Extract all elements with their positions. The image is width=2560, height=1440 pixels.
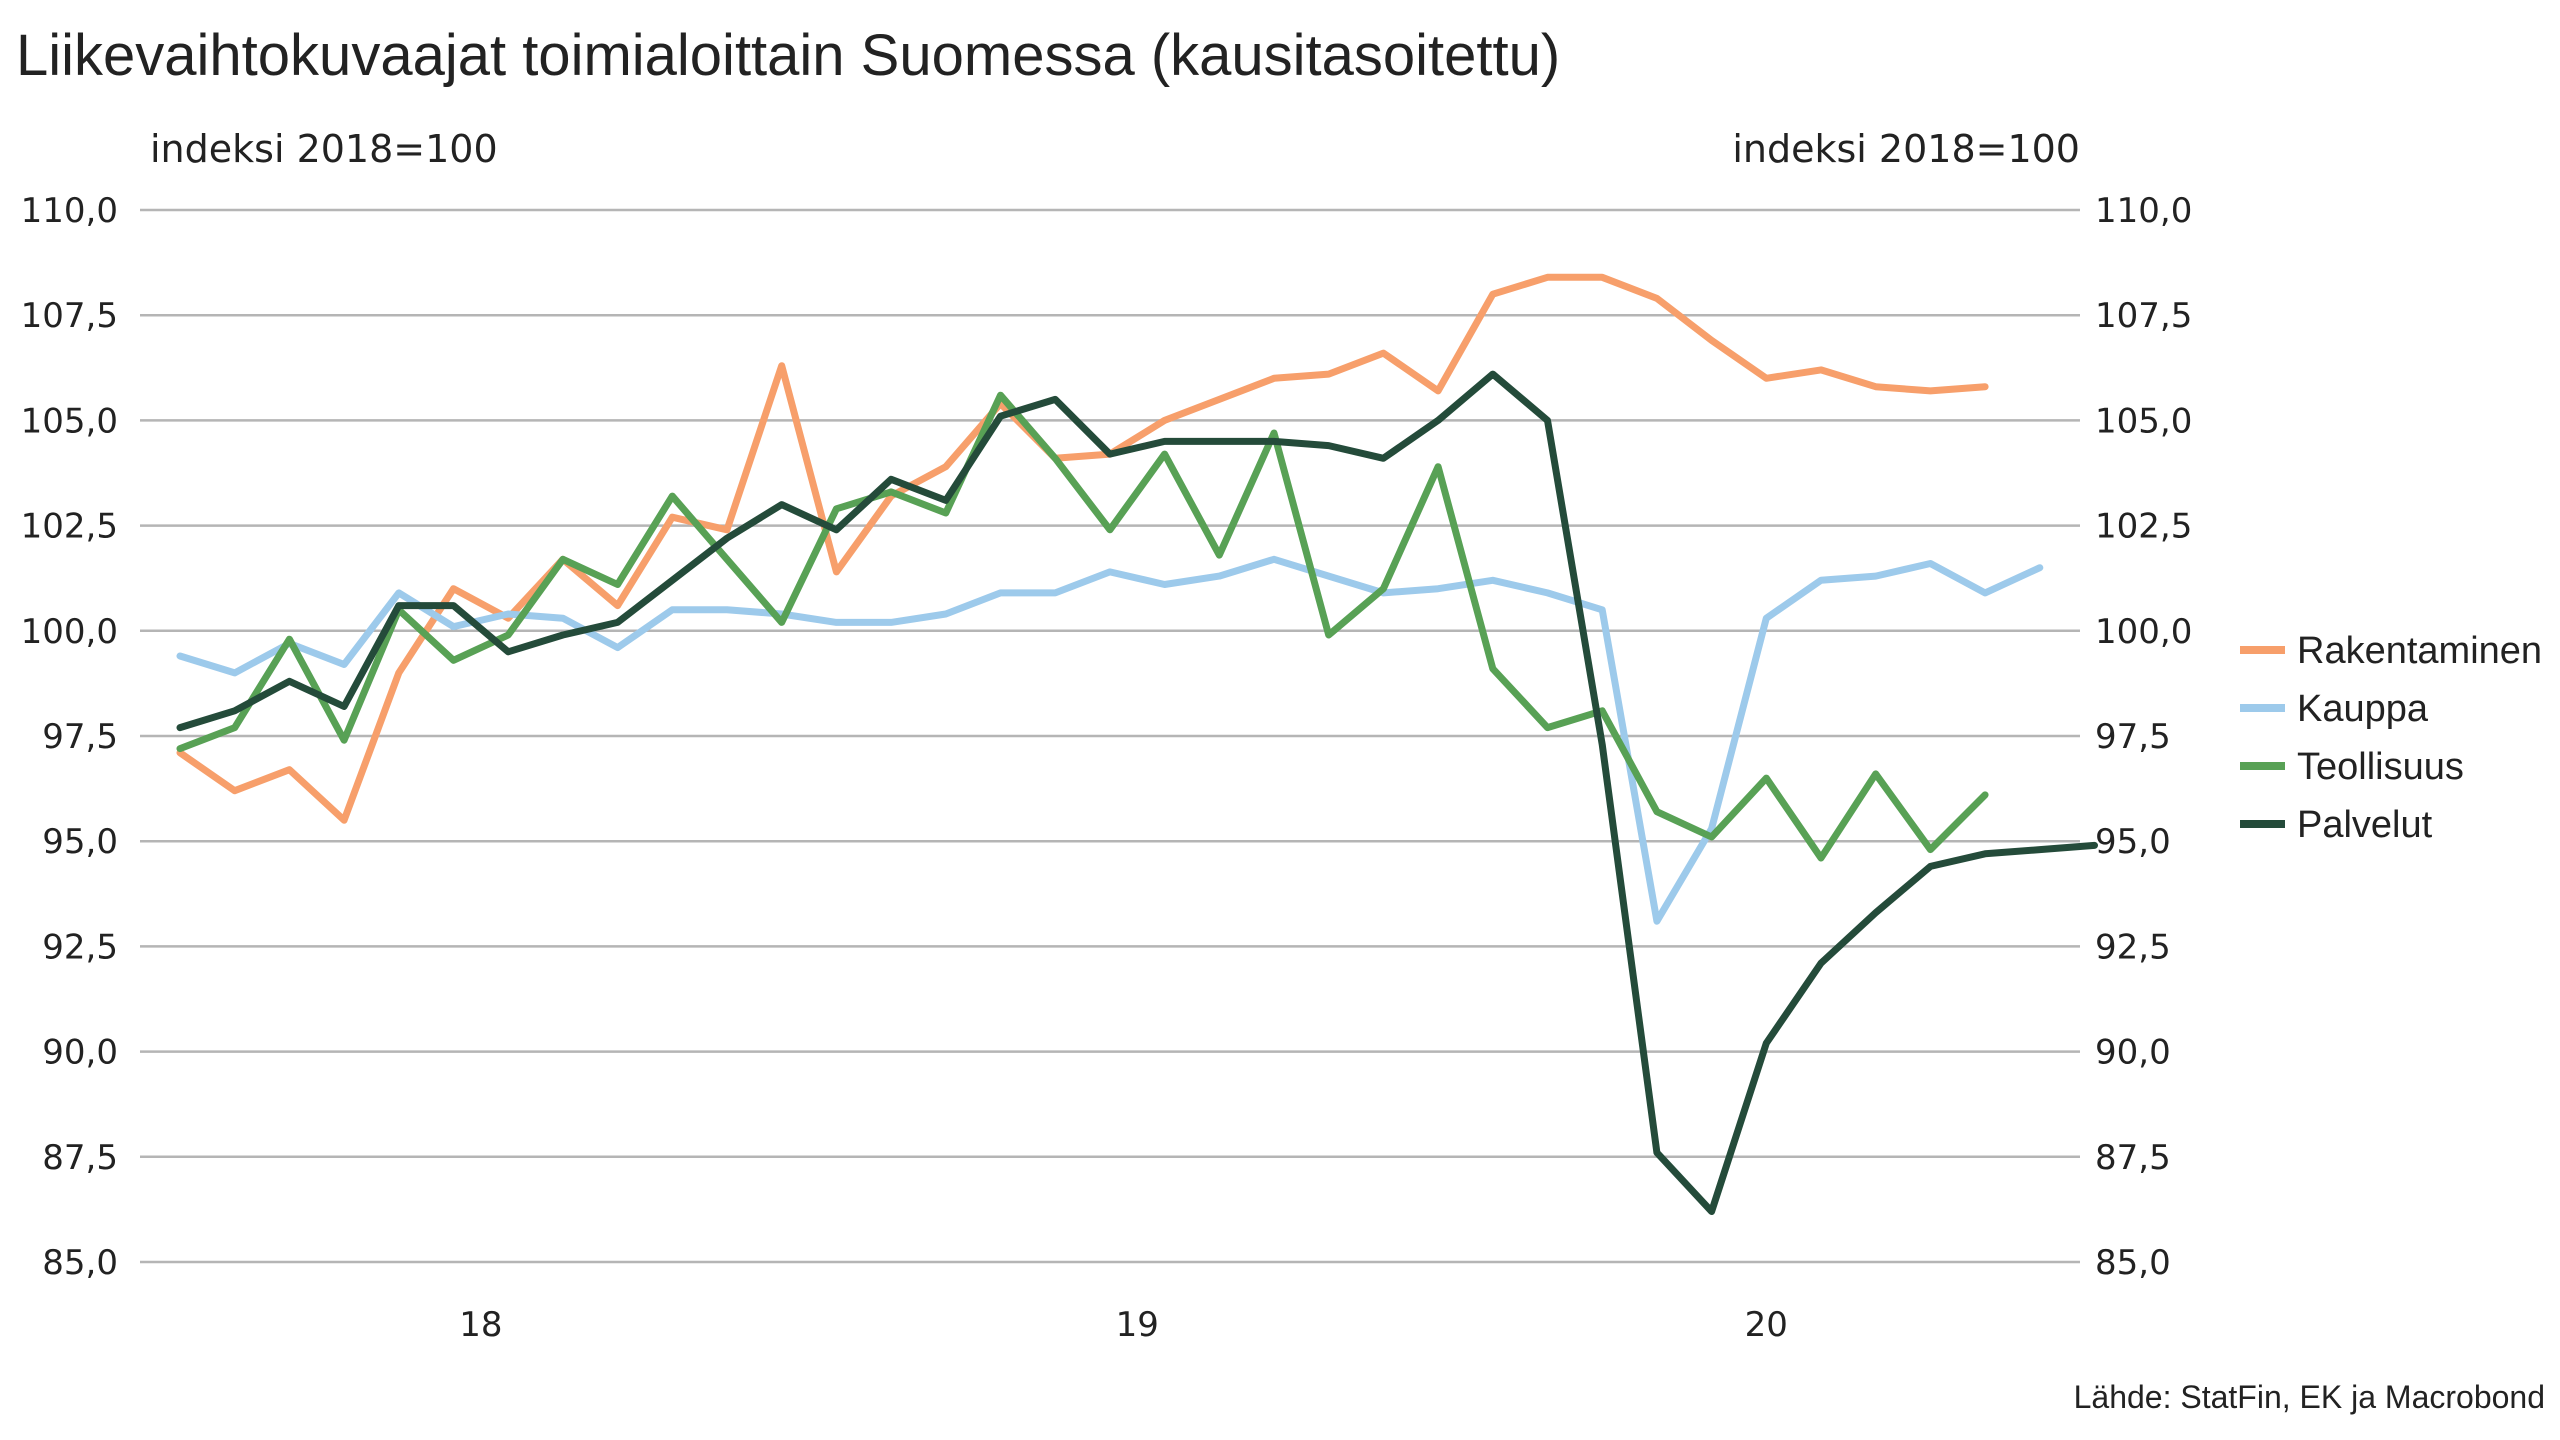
y-tick-label-left: 100,0 [21, 612, 118, 652]
y-axis-left-label: indeksi 2018=100 [150, 127, 498, 171]
y-tick-label-left: 85,0 [42, 1243, 118, 1283]
legend-label: Teollisuus [2297, 746, 2464, 788]
series-line-palvelut [176, 370, 2098, 1215]
y-tick-label-left: 110,0 [21, 191, 118, 231]
y-tick-label-left: 87,5 [42, 1138, 118, 1178]
y-tick-label-right: 107,5 [2095, 296, 2192, 336]
y-tick-label-right: 95,0 [2095, 822, 2171, 862]
y-tick-label-right: 105,0 [2095, 401, 2192, 441]
series-line-rakentaminen [176, 273, 1989, 824]
y-axis-right-label: indeksi 2018=100 [1732, 127, 2080, 171]
series-lines [176, 273, 2098, 1215]
y-tick-label-right: 85,0 [2095, 1243, 2171, 1283]
y-tick-label-left: 97,5 [42, 717, 118, 757]
y-tick-label-right: 90,0 [2095, 1033, 2171, 1073]
x-axis: 18 19 20 [459, 1305, 1788, 1345]
chart-title: Liikevaihtokuvaajat toimialoittain Suome… [16, 23, 1561, 88]
y-tick-label-right: 102,5 [2095, 507, 2192, 547]
y-tick-label-right: 110,0 [2095, 191, 2192, 231]
series-line-kauppa [176, 555, 2044, 925]
y-tick-label-right: 92,5 [2095, 927, 2171, 967]
legend: Rakentaminen Kauppa Teollisuus Palvelut [2240, 630, 2542, 846]
y-tick-label-left: 90,0 [42, 1033, 118, 1073]
x-tick-label: 20 [1745, 1305, 1788, 1345]
y-tick-label-right: 97,5 [2095, 717, 2171, 757]
y-tick-label-right: 100,0 [2095, 612, 2192, 652]
gridlines [140, 208, 2080, 1264]
x-tick-label: 19 [1116, 1305, 1159, 1345]
y-tick-label-left: 105,0 [21, 401, 118, 441]
y-tick-label-left: 95,0 [42, 822, 118, 862]
y-axis-right: 85,0 87,5 90,0 92,5 95,0 97,5 100,0 102,5 105,0 1… [2095, 191, 2192, 1283]
legend-label: Rakentaminen [2297, 630, 2542, 672]
legend-label: Palvelut [2297, 804, 2433, 846]
series-line-teollisuus [176, 391, 1989, 862]
source-note: Lähde: StatFin, EK ja Macrobond [2074, 1379, 2545, 1415]
y-tick-label-left: 92,5 [42, 927, 118, 967]
x-tick-label: 18 [459, 1305, 502, 1345]
y-tick-label-right: 87,5 [2095, 1138, 2171, 1178]
y-tick-label-left: 107,5 [21, 296, 118, 336]
legend-label: Kauppa [2297, 688, 2429, 730]
y-axis-left: 85,0 87,5 90,0 92,5 95,0 97,5 100,0 102,5 105,0 1… [21, 191, 118, 1283]
y-tick-label-left: 102,5 [21, 507, 118, 547]
